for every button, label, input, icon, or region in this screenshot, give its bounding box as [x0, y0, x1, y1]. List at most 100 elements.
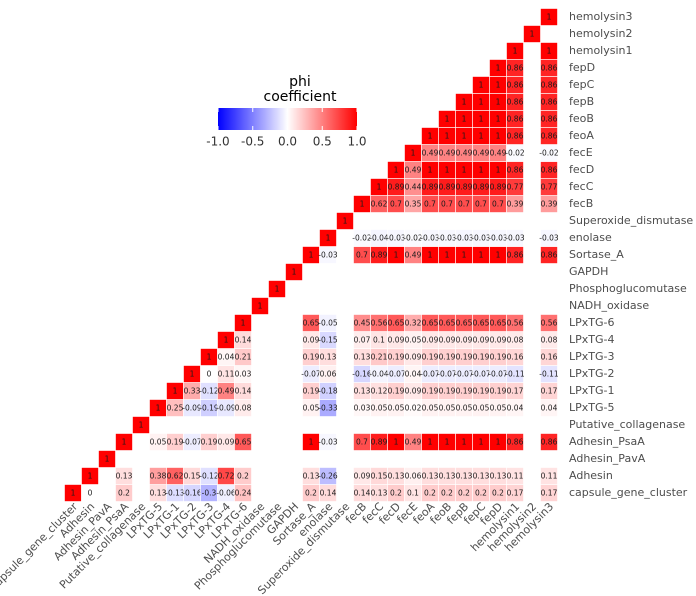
heatmap-cell: [251, 297, 269, 315]
cell-label: 0.56: [507, 319, 524, 328]
cell-label: 1: [462, 438, 467, 447]
cell-label: 0.04: [405, 370, 422, 379]
cell-label: 0.13: [320, 353, 337, 362]
cell-label: 0.65: [456, 319, 473, 328]
cell-label: 0.72: [218, 472, 235, 481]
y-axis-label: fecB: [569, 197, 593, 210]
cell-label: 0.39: [507, 200, 524, 209]
heatmap-cell: [540, 42, 558, 60]
cell-label: 1: [547, 47, 552, 56]
cell-label: 0.2: [492, 489, 504, 498]
cell-label: 1: [156, 404, 161, 413]
cell-label: 1: [428, 438, 433, 447]
cell-label: 0.86: [541, 438, 558, 447]
cell-label: 0.21: [371, 353, 388, 362]
cell-label: 1: [394, 438, 399, 447]
cell-label: 0.21: [235, 353, 252, 362]
y-axis-label: Putative_collagenase: [569, 418, 685, 431]
y-axis-label: LPxTG-4: [569, 333, 614, 346]
cell-label: -0.03: [471, 234, 491, 243]
cell-label: 0.89: [456, 183, 473, 192]
y-axis-label: Superoxide_dismutase: [569, 214, 693, 227]
cell-label: -0.13: [165, 489, 185, 498]
cell-label: 0: [88, 489, 93, 498]
cell-label: 1: [428, 251, 433, 260]
cell-label: 0.49: [490, 149, 507, 158]
cell-label: 1: [394, 166, 399, 175]
cell-label: 0.19: [473, 353, 490, 362]
cell-label: 1: [360, 200, 365, 209]
cell-label: -0.03: [454, 234, 474, 243]
cell-label: 0.08: [507, 336, 524, 345]
cell-label: -0.07: [420, 370, 440, 379]
cell-label: -0.26: [318, 472, 338, 481]
cell-label: 0.89: [371, 438, 388, 447]
y-axis-label: feoA: [569, 129, 594, 142]
cell-label: -0.02: [505, 149, 525, 158]
cell-label: 1: [445, 115, 450, 124]
cell-label: 1: [122, 438, 127, 447]
heatmap-cell: [319, 467, 337, 485]
y-axis-label: LPxTG-2: [569, 367, 614, 380]
cell-label: 0.09: [388, 336, 405, 345]
cell-label: -0.02: [403, 234, 423, 243]
cell-label: 0.25: [167, 404, 184, 413]
cell-label: -0.12: [199, 472, 219, 481]
cell-label: 1: [496, 115, 501, 124]
cell-label: 1: [394, 251, 399, 260]
cell-label: -0.02: [352, 234, 372, 243]
cell-label: 1: [445, 251, 450, 260]
cell-label: 0.7: [492, 200, 504, 209]
cell-label: 0.19: [456, 353, 473, 362]
cell-label: 1: [88, 472, 93, 481]
cell-label: 0.09: [303, 336, 320, 345]
cell-label: 0.89: [388, 183, 405, 192]
y-axis-label: Sortase_A: [569, 248, 624, 261]
cell-label: 0.86: [507, 98, 524, 107]
cell-label: -0.07: [386, 370, 406, 379]
cell-label: 0.35: [405, 200, 422, 209]
cell-label: 0.14: [235, 336, 252, 345]
cell-label: 0.11: [541, 472, 558, 481]
cell-label: -0.15: [318, 336, 338, 345]
cell-label: 0.86: [507, 115, 524, 124]
y-axis-label: Adhesin_PsaA: [569, 435, 645, 448]
cell-label: 1: [496, 166, 501, 175]
cell-label: 1: [71, 489, 76, 498]
cell-label: 0.19: [473, 387, 490, 396]
cell-label: 0.09: [218, 438, 235, 447]
cell-label: 0.86: [541, 132, 558, 141]
cell-label: 0.65: [439, 319, 456, 328]
cell-label: 0.13: [422, 472, 439, 481]
cell-label: 0.24: [235, 489, 252, 498]
colorbar-tick-label: -0.5: [241, 135, 264, 149]
cell-label: 1: [428, 132, 433, 141]
cell-label: 0.38: [150, 472, 167, 481]
cell-label: 0.13: [388, 472, 405, 481]
cell-label: 0.04: [507, 404, 524, 413]
heatmap-cell: [319, 229, 337, 247]
cell-label: 0.2: [305, 489, 317, 498]
heatmap-cell: [132, 416, 150, 434]
y-axis-label: fecE: [569, 146, 593, 159]
cell-label: -0.07: [454, 370, 474, 379]
cell-label: 1: [479, 81, 484, 90]
heatmap-cell: [115, 433, 133, 451]
cell-label: 0.7: [356, 251, 368, 260]
cell-label: 0.09: [422, 336, 439, 345]
cell-label: 1: [190, 370, 195, 379]
cell-label: 0.16: [507, 353, 524, 362]
cell-label: 0.09: [456, 336, 473, 345]
cell-label: 1: [309, 438, 314, 447]
heatmap-cell: [234, 314, 252, 332]
cell-label: 1: [462, 166, 467, 175]
cell-label: 0.13: [456, 472, 473, 481]
cell-label: 1: [241, 319, 246, 328]
cell-label: 0.86: [507, 251, 524, 260]
cell-label: 0.15: [184, 472, 201, 481]
cell-label: 0.49: [218, 387, 235, 396]
cell-label: 1: [207, 353, 212, 362]
y-axis-label: fecD: [569, 163, 594, 176]
heatmap-cell: [268, 280, 286, 298]
heatmap-cell: [540, 433, 558, 451]
